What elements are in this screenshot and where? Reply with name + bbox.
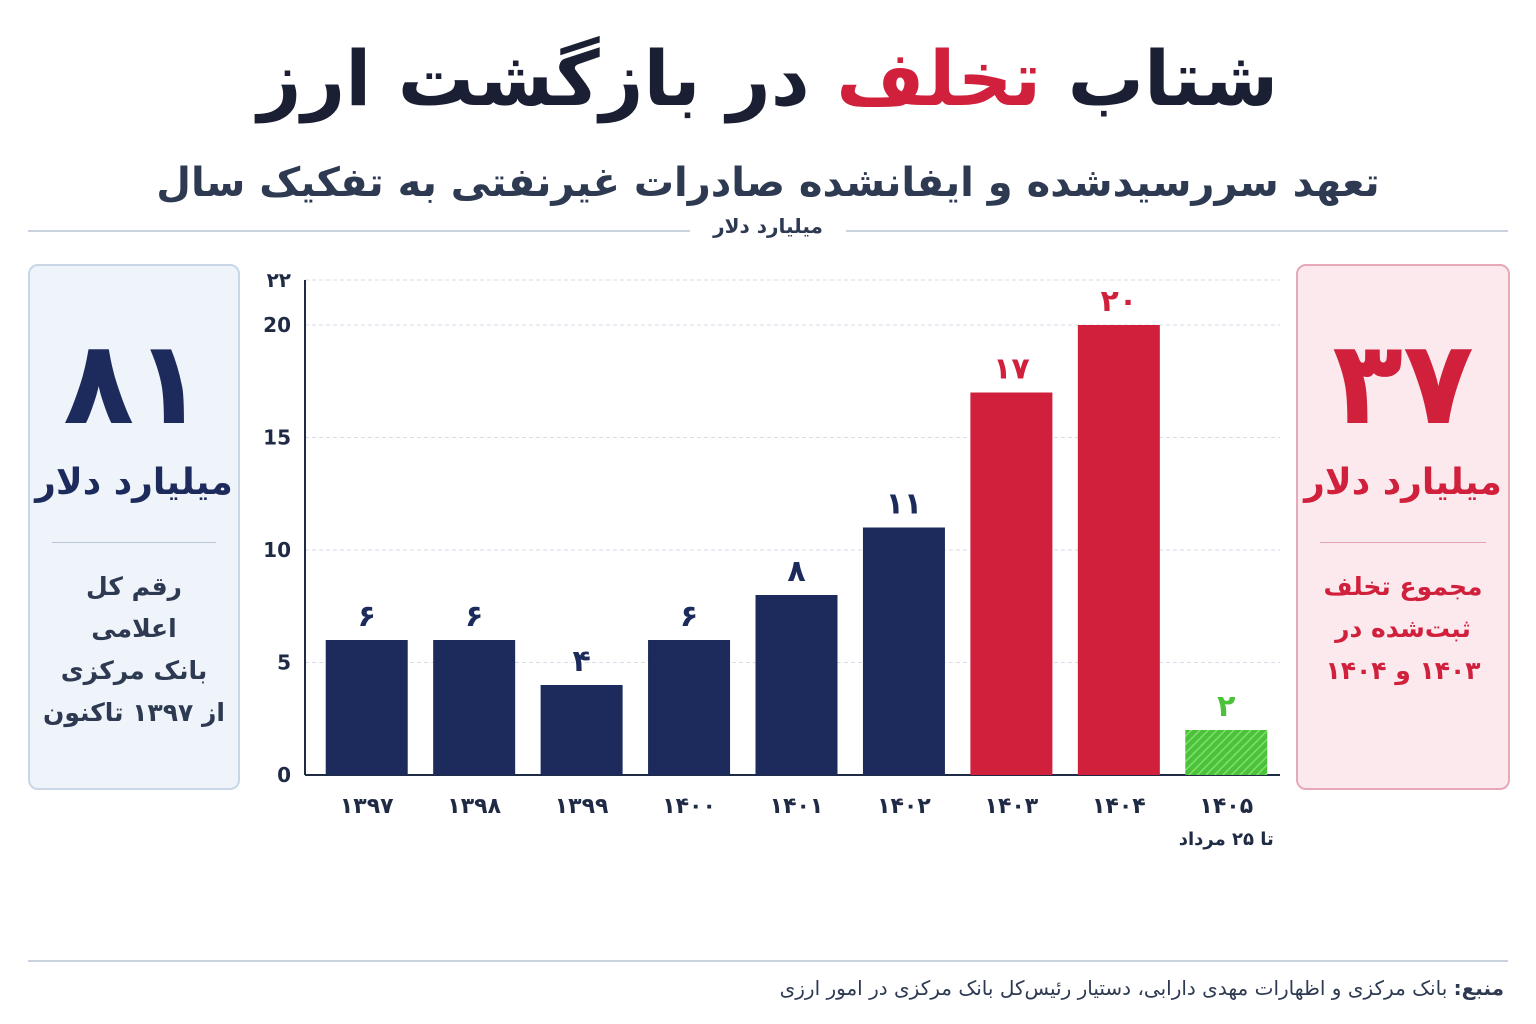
bar bbox=[1077, 325, 1160, 775]
footer-divider bbox=[28, 960, 1508, 962]
x-tick-label: ۱۳۹۹ bbox=[555, 794, 609, 819]
y-tick-label: 10 bbox=[263, 538, 291, 562]
bar-value-label: ۲۰ bbox=[1101, 284, 1138, 319]
total-violation-card: ۳۷ میلیارد دلار مجموع تخلف ثبت‌شده در ۱۴… bbox=[1296, 264, 1510, 790]
total-announced-unit: میلیارد دلار bbox=[35, 462, 233, 503]
bar-chart: 0 5 10 15 20 ۲۲ ۶ ۱۳۹۷ ۶ ۱۳۹۸ ۴ ۱۳۹۹ ۶ ۱۴۰۰ ۸ ۱۴۰۱ ۱۱ ۱۴۰… bbox=[263, 268, 1280, 850]
y-tick-label: 0 bbox=[277, 763, 291, 787]
page-subtitle: تعهد سررسیدشده و ایفانشده صادرات غیرنفتی… bbox=[156, 160, 1380, 206]
bar-value-label: ۱۷ bbox=[993, 352, 1030, 387]
bar-value-label: ۲ bbox=[1217, 689, 1235, 724]
bar bbox=[755, 595, 838, 775]
bar bbox=[648, 640, 731, 775]
total-violation-unit: میلیارد دلار bbox=[1304, 462, 1502, 503]
y-tick-label: ۲۲ bbox=[267, 268, 291, 292]
source-key: منبع: bbox=[1453, 976, 1504, 1000]
bar-value-label: ۸ bbox=[787, 554, 805, 589]
x-tick-label: ۱۴۰۵ bbox=[1199, 794, 1253, 819]
bar bbox=[540, 685, 623, 775]
title-part-1: شتاب bbox=[1067, 34, 1280, 123]
unit-label: میلیارد دلار bbox=[690, 214, 846, 238]
x-tick-label: ۱۳۹۸ bbox=[447, 794, 501, 819]
page-title: شتاب تخلف در بازگشت ارز bbox=[0, 34, 1536, 123]
total-announced-card: ۸۱ میلیارد دلار رقم کل اعلامی بانک مرکزی… bbox=[28, 264, 240, 790]
total-violation-description: مجموع تخلف ثبت‌شده در ۱۴۰۳ و ۱۴۰۴ bbox=[1323, 572, 1483, 685]
bar bbox=[862, 527, 945, 775]
x-tick-note: تا ۲۵ مرداد bbox=[1179, 829, 1274, 850]
total-announced-description: رقم کل اعلامی بانک مرکزی از ۱۳۹۷ تاکنون bbox=[43, 572, 225, 727]
bar bbox=[970, 392, 1053, 775]
bar bbox=[325, 640, 408, 775]
y-tick-label: 20 bbox=[263, 313, 291, 337]
bar-value-label: ۱۱ bbox=[886, 487, 923, 522]
bar-value-label: ۶ bbox=[358, 599, 376, 634]
card-divider bbox=[52, 542, 216, 543]
x-tick-label: ۱۴۰۲ bbox=[877, 794, 931, 819]
title-part-2: در بازگشت ارز bbox=[257, 34, 811, 123]
title-highlight: تخلف bbox=[836, 34, 1042, 123]
x-tick-label: ۱۴۰۱ bbox=[770, 794, 824, 819]
total-announced-number: ۸۱ bbox=[63, 316, 205, 451]
x-tick-label: ۱۴۰۴ bbox=[1092, 794, 1146, 819]
total-violation-number: ۳۷ bbox=[1332, 316, 1474, 451]
x-tick-label: ۱۳۹۷ bbox=[340, 794, 394, 819]
bar-value-label: ۴ bbox=[572, 644, 590, 679]
bar-value-label: ۶ bbox=[465, 599, 483, 634]
source-text: بانک مرکزی و اظهارات مهدی دارابی، دستیار… bbox=[779, 976, 1448, 1000]
y-tick-label: 5 bbox=[277, 651, 291, 675]
bar bbox=[433, 640, 516, 775]
bar bbox=[1185, 730, 1268, 775]
y-tick-label: 15 bbox=[263, 426, 291, 450]
x-tick-label: ۱۴۰۰ bbox=[662, 794, 716, 819]
x-tick-label: ۱۴۰۳ bbox=[985, 794, 1039, 819]
source-note: منبع: بانک مرکزی و اظهارات مهدی دارابی، … bbox=[780, 976, 1504, 1000]
bar-value-label: ۶ bbox=[680, 599, 698, 634]
card-divider bbox=[1320, 542, 1486, 543]
